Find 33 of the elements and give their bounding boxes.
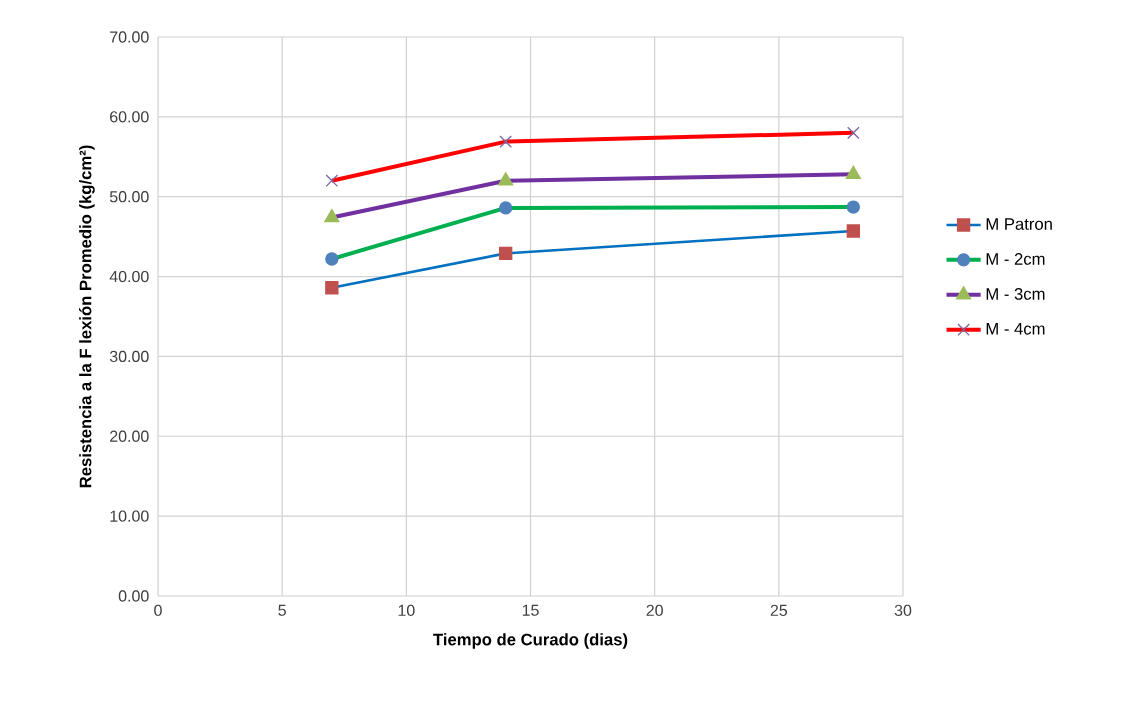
y-tick-label: 20.00 [110, 430, 149, 442]
x-tick-label: 10 [398, 604, 415, 617]
x-axis-title: Tiempo de Curado (dias) [433, 633, 628, 649]
y-tick-label: 30.00 [109, 350, 149, 363]
point [846, 224, 861, 238]
y-axis-title: Resistencia a la F lexión Promedio (kg/cm²) [79, 145, 95, 488]
x-tick-label: 20 [646, 604, 663, 617]
point [846, 200, 861, 214]
y-tick-label: 70.00 [110, 31, 149, 43]
point [499, 201, 513, 215]
point [324, 208, 340, 223]
legend-label: M - 4cm [986, 323, 1045, 335]
point [325, 252, 339, 266]
x-tick-label: 30 [894, 604, 912, 617]
y-tick-label: 60.00 [110, 111, 149, 123]
point [845, 165, 861, 180]
x-tick-label: 25 [770, 604, 788, 617]
y-tick-label: 40.00 [109, 270, 149, 283]
point [499, 246, 513, 261]
x-tick-label: 0 [154, 604, 162, 617]
point [325, 281, 339, 295]
point [498, 172, 514, 186]
legend-label: M - 2cm [986, 253, 1045, 265]
point [325, 174, 339, 188]
y-tick-label: 10.00 [110, 510, 149, 522]
x-tick-label: 15 [522, 604, 539, 616]
x-tick-label: 5 [278, 604, 286, 616]
y-tick-label: 0.00 [118, 590, 149, 602]
point [499, 135, 512, 148]
legend-label: M - 3cm [986, 288, 1045, 300]
point [847, 126, 860, 140]
legend-label: M Patron [986, 218, 1052, 230]
y-tick-label: 50.00 [109, 191, 149, 203]
